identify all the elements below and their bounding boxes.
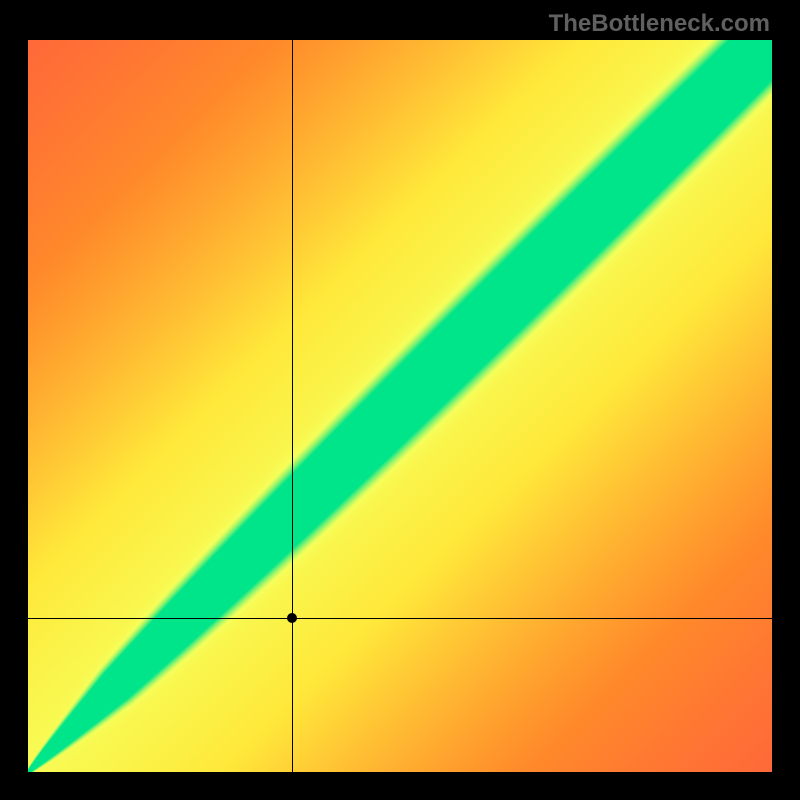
plot-area <box>28 40 772 772</box>
crosshair-marker <box>287 613 297 623</box>
crosshair-vertical <box>292 40 293 772</box>
crosshair-horizontal <box>28 618 772 619</box>
watermark-text: TheBottleneck.com <box>549 10 770 38</box>
chart-frame: TheBottleneck.com <box>0 0 800 800</box>
heatmap-canvas <box>28 40 772 772</box>
